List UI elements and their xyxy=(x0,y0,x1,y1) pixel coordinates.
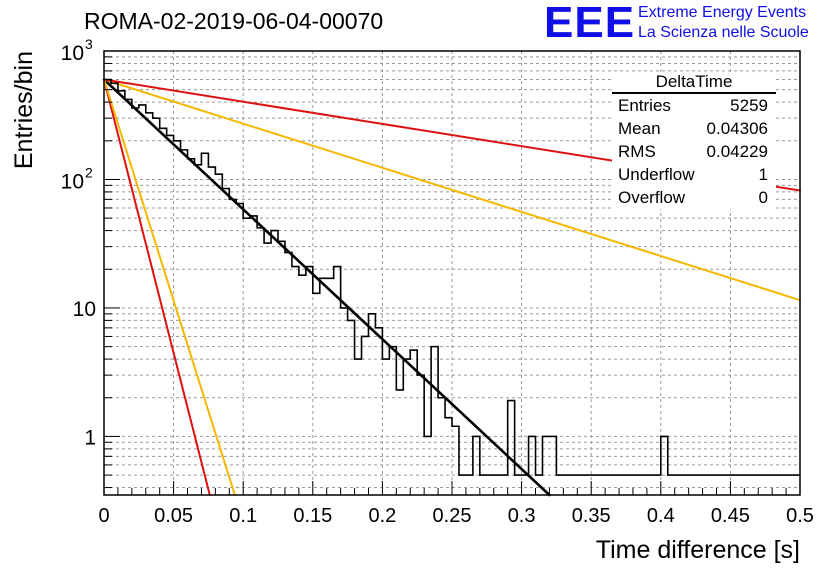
grid xyxy=(103,51,801,495)
stats-value: 0.04229 xyxy=(706,142,768,161)
stats-box: DeltaTime Entries 5259 Mean 0.04306 RMS … xyxy=(612,72,776,209)
fit-curve xyxy=(103,78,236,496)
axes xyxy=(103,50,801,496)
y-tick-label: 10 xyxy=(73,298,96,321)
stats-row-overflow: Overflow 0 xyxy=(612,186,776,209)
y-tick-label: 1 xyxy=(84,426,96,449)
x-tick-label: 0.45 xyxy=(711,505,750,527)
stats-row-entries: Entries 5259 xyxy=(612,94,776,117)
x-axis-label: Time difference [s] xyxy=(596,536,800,564)
x-tick-label: 0.3 xyxy=(508,505,536,527)
fit-curves xyxy=(102,78,801,497)
stats-label: Entries xyxy=(618,96,671,115)
brand-line-1: Extreme Energy Events xyxy=(638,4,807,21)
y-axis-label: Entries/bin xyxy=(10,51,38,169)
x-tick-label: 0.05 xyxy=(154,505,193,527)
stats-label: RMS xyxy=(618,142,656,161)
x-tick-label: 0.1 xyxy=(229,505,257,527)
fit-curve xyxy=(102,78,551,497)
stats-label: Mean xyxy=(618,119,661,138)
y-tick-label: 10 xyxy=(61,42,84,65)
x-tick-label: 0.2 xyxy=(368,505,396,527)
stats-value: 5259 xyxy=(730,96,768,115)
histogram-series xyxy=(104,78,800,476)
stats-box-title: DeltaTime xyxy=(612,72,776,94)
fit-curve xyxy=(103,78,211,496)
stats-row-underflow: Underflow 1 xyxy=(612,163,776,186)
stats-value: 0.04306 xyxy=(706,119,768,138)
stats-row-rms: RMS 0.04229 xyxy=(612,140,776,163)
stats-label: Overflow xyxy=(618,188,686,207)
x-tick-label: 0.35 xyxy=(572,505,611,527)
x-tick-label: 0.4 xyxy=(647,505,675,527)
brand-line-2: La Scienza nelle Scuole xyxy=(638,24,809,41)
x-tick-label: 0.5 xyxy=(786,505,814,527)
x-tick-label: 0.25 xyxy=(433,505,472,527)
x-tick-label: 0 xyxy=(98,505,109,527)
stats-row-mean: Mean 0.04306 xyxy=(612,117,776,140)
x-tick-label: 0.15 xyxy=(293,505,332,527)
fit-curve xyxy=(103,78,801,302)
page-title: ROMA-02-2019-06-04-00070 xyxy=(84,8,384,34)
axis-labels: 0 0.05 0.1 0.15 0.2 0.25 0.3 0.35 0.4 0.45 0.51101… xyxy=(10,36,814,564)
y-tick-exponent: 3 xyxy=(85,36,93,52)
y-tick-exponent: 2 xyxy=(85,164,93,180)
stats-value: 0 xyxy=(758,188,768,207)
eee-logo: EEE xyxy=(544,0,636,47)
stats-label: Underflow xyxy=(618,165,695,184)
stats-value: 1 xyxy=(758,165,768,184)
histogram-outline xyxy=(104,78,800,476)
y-tick-label: 10 xyxy=(61,170,84,193)
